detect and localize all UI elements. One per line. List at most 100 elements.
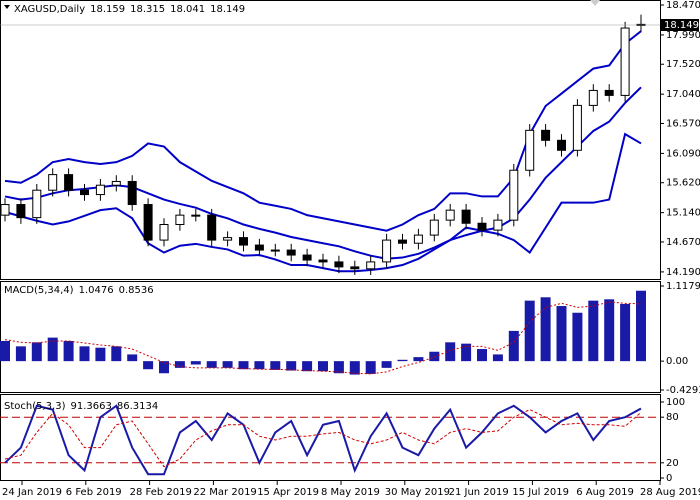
y-tick-label: 15.620 [666, 178, 700, 189]
candle-body [445, 209, 455, 221]
macd-bar [492, 354, 503, 362]
y-tick-label: 17.990 [666, 30, 700, 41]
candle-body [159, 223, 169, 241]
candle-body [175, 214, 185, 225]
macd-bar [31, 342, 42, 362]
macd-bar [508, 330, 519, 362]
candle-body [350, 266, 360, 270]
candle-body [382, 239, 392, 263]
y-tick-label: 1.1179 [666, 281, 700, 292]
candle-body [48, 174, 58, 191]
candle-body [493, 219, 503, 231]
x-tick-label: 21 Jun 2019 [449, 487, 509, 498]
y-tick-label: 0.00 [666, 356, 688, 367]
header-value: 18.041 [170, 4, 205, 15]
candle-body [111, 180, 121, 186]
candle-body [223, 237, 233, 241]
candle-body [572, 104, 582, 151]
candle-body [254, 244, 264, 251]
x-tick-label: 15 Apr 2019 [257, 487, 319, 498]
candle-body [620, 27, 630, 96]
y-tick-label: 18.470 [666, 0, 700, 11]
header-value: 1.0476 [79, 285, 114, 296]
stoch-signal [4, 409, 642, 468]
candle-body [318, 259, 328, 263]
macd-bar [238, 361, 249, 370]
x-tick-label: 6 Feb 2019 [66, 487, 122, 498]
macd-bar [413, 357, 424, 362]
candle-body [143, 204, 153, 241]
panel-header: Stoch(5,3,3) 91.3663 86.3134 [4, 401, 158, 412]
header-value: 0.8536 [119, 285, 154, 296]
macd-bar [111, 346, 122, 362]
last-price-label: 18.149 [664, 20, 699, 31]
macd-bar [461, 343, 472, 362]
macd-bar [397, 359, 408, 362]
y-tick-label: 100 [666, 397, 685, 408]
macd-bar [318, 361, 328, 372]
macd-bar [620, 304, 631, 362]
macd-panel [0, 281, 661, 393]
macd-bar [381, 361, 392, 368]
y-tick-label: 0 [666, 473, 672, 484]
macd-bar [270, 361, 281, 370]
x-tick-label: 28 Feb 2019 [130, 487, 192, 498]
candle-body [334, 261, 344, 268]
bollinger-middle [4, 86, 642, 260]
header-value: 86.3134 [117, 401, 158, 412]
y-tick-label: 17.520 [666, 59, 700, 70]
menu-arrow [4, 5, 10, 9]
y-tick-label: 14.670 [666, 237, 700, 248]
candle-body [239, 237, 248, 246]
stoch-panel [0, 394, 661, 481]
candle-body [398, 239, 407, 244]
candle-body [0, 204, 10, 216]
y-tick-label: 80 [666, 412, 679, 423]
macd-bar [159, 361, 169, 374]
y-tick-label: 14.190 [666, 267, 700, 278]
candle-body [429, 219, 439, 236]
indicator-name: MACD(5,34,4) [4, 285, 74, 296]
candle-body [604, 89, 614, 96]
macd-bar [174, 361, 185, 368]
x-tick-label: 24 Jan 2019 [2, 487, 62, 498]
candle-body [413, 234, 423, 244]
candle-body [588, 89, 598, 106]
macd-bar [63, 340, 74, 362]
macd-bar [15, 346, 26, 362]
candle-body [302, 254, 312, 261]
header-value: 91.3663 [70, 401, 111, 412]
stoch-main [4, 404, 642, 476]
macd-bar [636, 290, 646, 362]
macd-bar [206, 361, 217, 368]
macd-bar [254, 361, 265, 370]
macd-bar [127, 354, 138, 362]
macd-bar [143, 361, 154, 370]
header-value: 18.315 [130, 4, 165, 15]
macd-bar [79, 346, 90, 362]
candle-body [127, 180, 137, 206]
macd-bar [349, 361, 360, 375]
candle-body [509, 169, 519, 221]
macd-bar [95, 347, 106, 362]
candle-body [525, 129, 535, 171]
macd-bar [604, 299, 615, 362]
indicator-name: XAGUSD,Daily [14, 4, 85, 15]
macd-bar [286, 361, 297, 371]
header-value: 18.149 [210, 4, 245, 15]
candle-body [191, 214, 201, 217]
macd-bar [588, 300, 599, 362]
candle-body [477, 222, 487, 231]
macd-bar [222, 361, 233, 368]
panel-header: MACD(5,34,4) 1.0476 0.8536 [4, 285, 154, 296]
macd-bar [524, 300, 535, 362]
candle-body [541, 129, 551, 141]
macd-bar [572, 312, 583, 362]
shift-marker [590, 0, 600, 6]
macd-bar [190, 361, 201, 365]
x-tick-label: 30 May 2019 [385, 487, 450, 498]
macd-signal [4, 301, 642, 375]
x-tick-label: 15 Jul 2019 [512, 487, 569, 498]
bollinger-upper [4, 30, 642, 232]
